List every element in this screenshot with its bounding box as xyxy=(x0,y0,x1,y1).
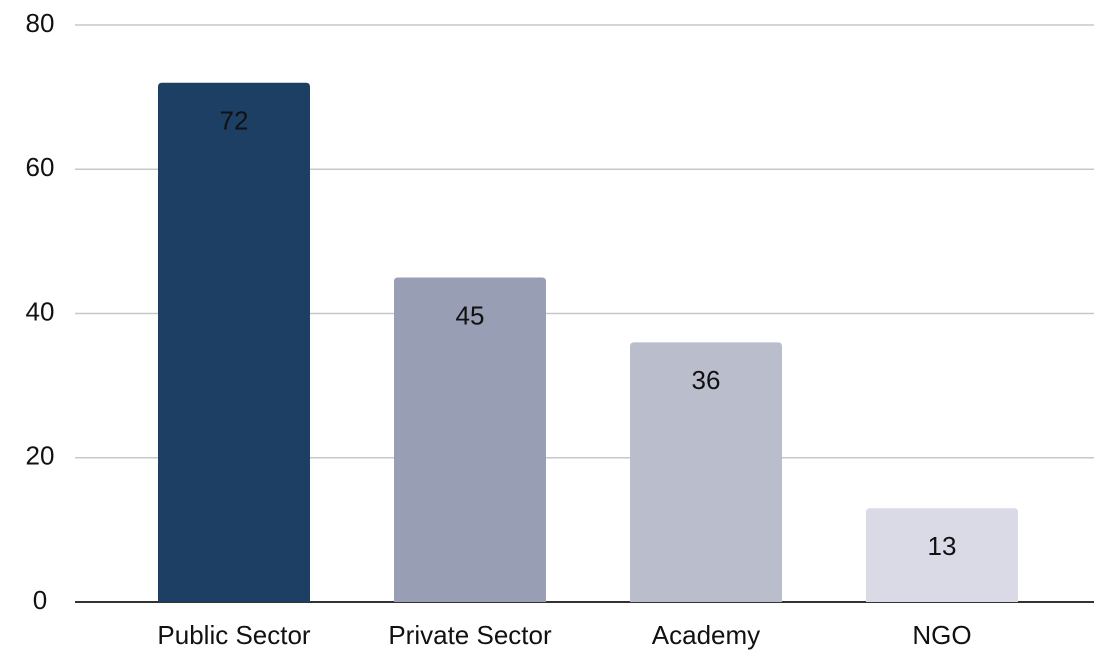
y-tick-label: 80 xyxy=(26,8,55,38)
bar xyxy=(866,508,1018,602)
x-tick-label: NGO xyxy=(912,620,971,650)
bar xyxy=(394,277,546,602)
x-tick-label: Private Sector xyxy=(388,620,552,650)
x-tick-label: Public Sector xyxy=(157,620,311,650)
value-label: 45 xyxy=(456,300,485,330)
bar xyxy=(158,82,310,602)
x-tick-label: Academy xyxy=(652,620,760,650)
y-tick-label: 20 xyxy=(26,441,55,471)
bar xyxy=(630,342,782,602)
y-tick-label: 0 xyxy=(33,585,47,615)
y-tick-label: 60 xyxy=(26,152,55,182)
value-label: 36 xyxy=(692,365,721,395)
y-tick-label: 40 xyxy=(26,296,55,326)
value-label: 13 xyxy=(928,531,957,561)
value-label: 72 xyxy=(220,106,249,136)
